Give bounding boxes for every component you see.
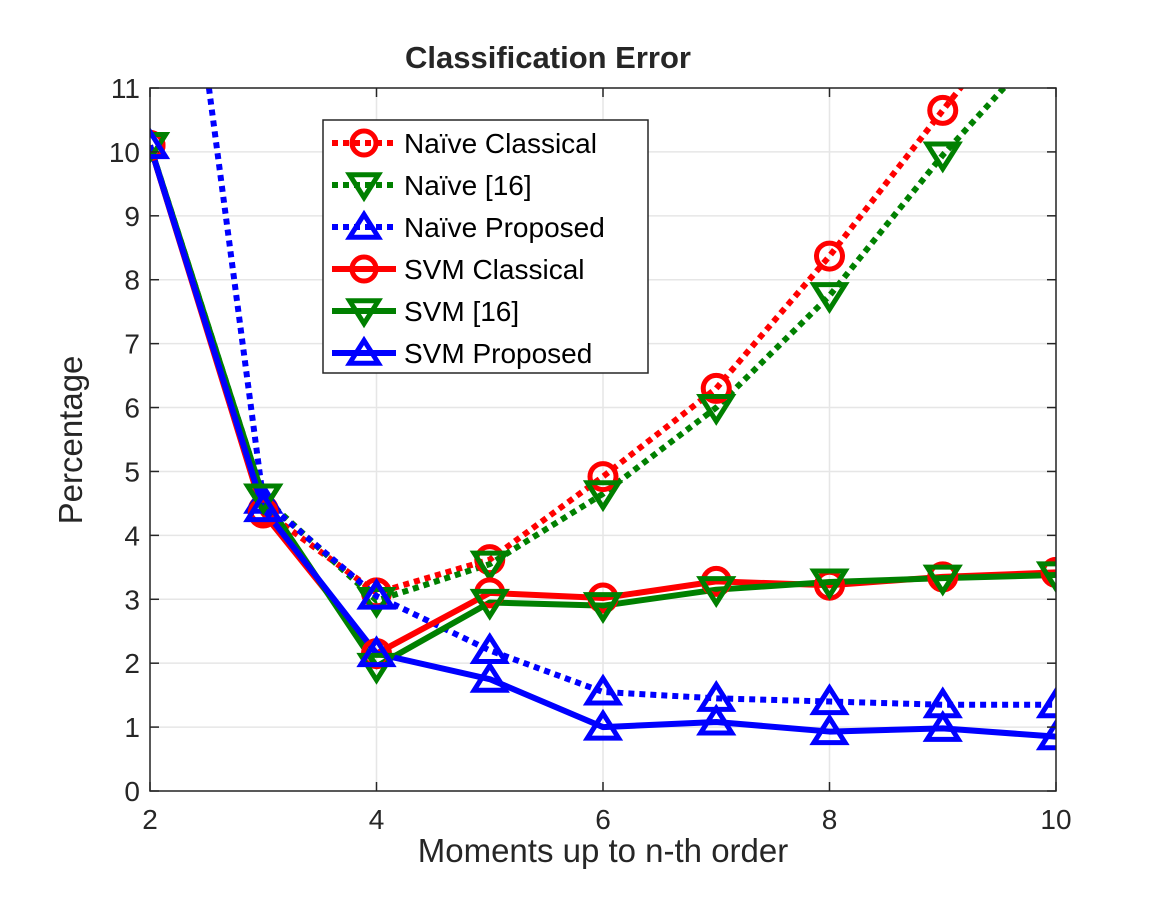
legend-box (322, 119, 649, 374)
x-axis-label: Moments up to n-th order (418, 832, 789, 869)
data-point (809, 568, 850, 601)
y-tick-label: 10 (109, 137, 140, 168)
data-point (922, 710, 963, 742)
chart-title: Classification Error (405, 40, 691, 75)
data-point (356, 587, 397, 619)
legend-marker (345, 209, 383, 240)
y-tick-label: 6 (124, 393, 140, 424)
data-point (809, 683, 850, 716)
data-point (1040, 19, 1071, 44)
y-tick-label: 1 (124, 712, 140, 743)
data-point (922, 141, 963, 174)
legend-marker (349, 128, 379, 158)
legend-marker (349, 254, 379, 284)
legend-marker (345, 298, 383, 329)
data-point (356, 635, 397, 668)
legend-label: SVM [16] (404, 296, 519, 327)
series-line (150, 144, 1056, 740)
legend-marker (345, 172, 383, 203)
legend-marker (345, 335, 383, 366)
data-point (587, 461, 619, 493)
legend-label: Naïve Proposed (404, 212, 605, 243)
data-point (927, 94, 959, 126)
x-tick-label: 8 (822, 804, 838, 835)
data-point (243, 483, 284, 516)
data-point (150, 127, 171, 160)
data-point (814, 240, 845, 272)
data-point (582, 480, 624, 513)
data-point (696, 393, 737, 426)
legend-label: SVM Classical (404, 254, 584, 285)
data-point (469, 550, 510, 583)
data-point (356, 652, 397, 685)
data-point (1035, 561, 1056, 594)
legend: Naïve Classical Naïve [16] Naïve Proposed S… (322, 119, 649, 374)
data-point (809, 282, 850, 315)
data-point (469, 588, 510, 621)
legend-items: Naïve Classical Naïve [16] Naïve Proposed S… (332, 128, 605, 369)
legend-label: SVM Proposed (404, 338, 592, 369)
data-point (696, 576, 737, 609)
y-tick-label: 7 (124, 329, 140, 360)
y-axis-label: Percentage (52, 356, 89, 525)
y-tick-label: 11 (111, 73, 140, 104)
series-line (150, 88, 965, 596)
data-point (582, 673, 624, 706)
y-tick-label: 9 (124, 201, 140, 232)
data-point (582, 592, 624, 624)
series-layer (150, 88, 1056, 740)
axis-ticks: 2 4 6 8 10 0 1 2 3 4 5 6 7 8 9 10 11 (109, 73, 1072, 835)
data-point (922, 564, 963, 597)
x-tick-label: 6 (595, 804, 611, 835)
x-tick-label: 4 (369, 804, 385, 835)
data-point (1035, 718, 1056, 751)
y-tick-label: 2 (124, 648, 140, 679)
data-point (809, 713, 850, 746)
data-point (356, 577, 397, 610)
data-point (469, 660, 510, 693)
y-tick-label: 3 (124, 584, 140, 615)
data-point (582, 708, 624, 741)
data-point (1035, 686, 1056, 719)
series-line (205, 88, 1056, 708)
legend-label: Naïve Classical (404, 128, 597, 159)
x-tick-label: 10 (1040, 804, 1071, 835)
y-tick-label: 8 (124, 265, 140, 296)
marker-layer (150, 19, 1071, 751)
y-tick-label: 5 (124, 456, 140, 487)
y-tick-label: 4 (124, 520, 140, 551)
legend-label: Naïve [16] (404, 170, 532, 201)
data-point (243, 490, 284, 523)
data-point (150, 130, 166, 162)
x-tick-label: 2 (142, 804, 158, 835)
data-point (700, 372, 732, 404)
data-point (696, 703, 737, 736)
y-tick-label: 0 (124, 776, 140, 807)
